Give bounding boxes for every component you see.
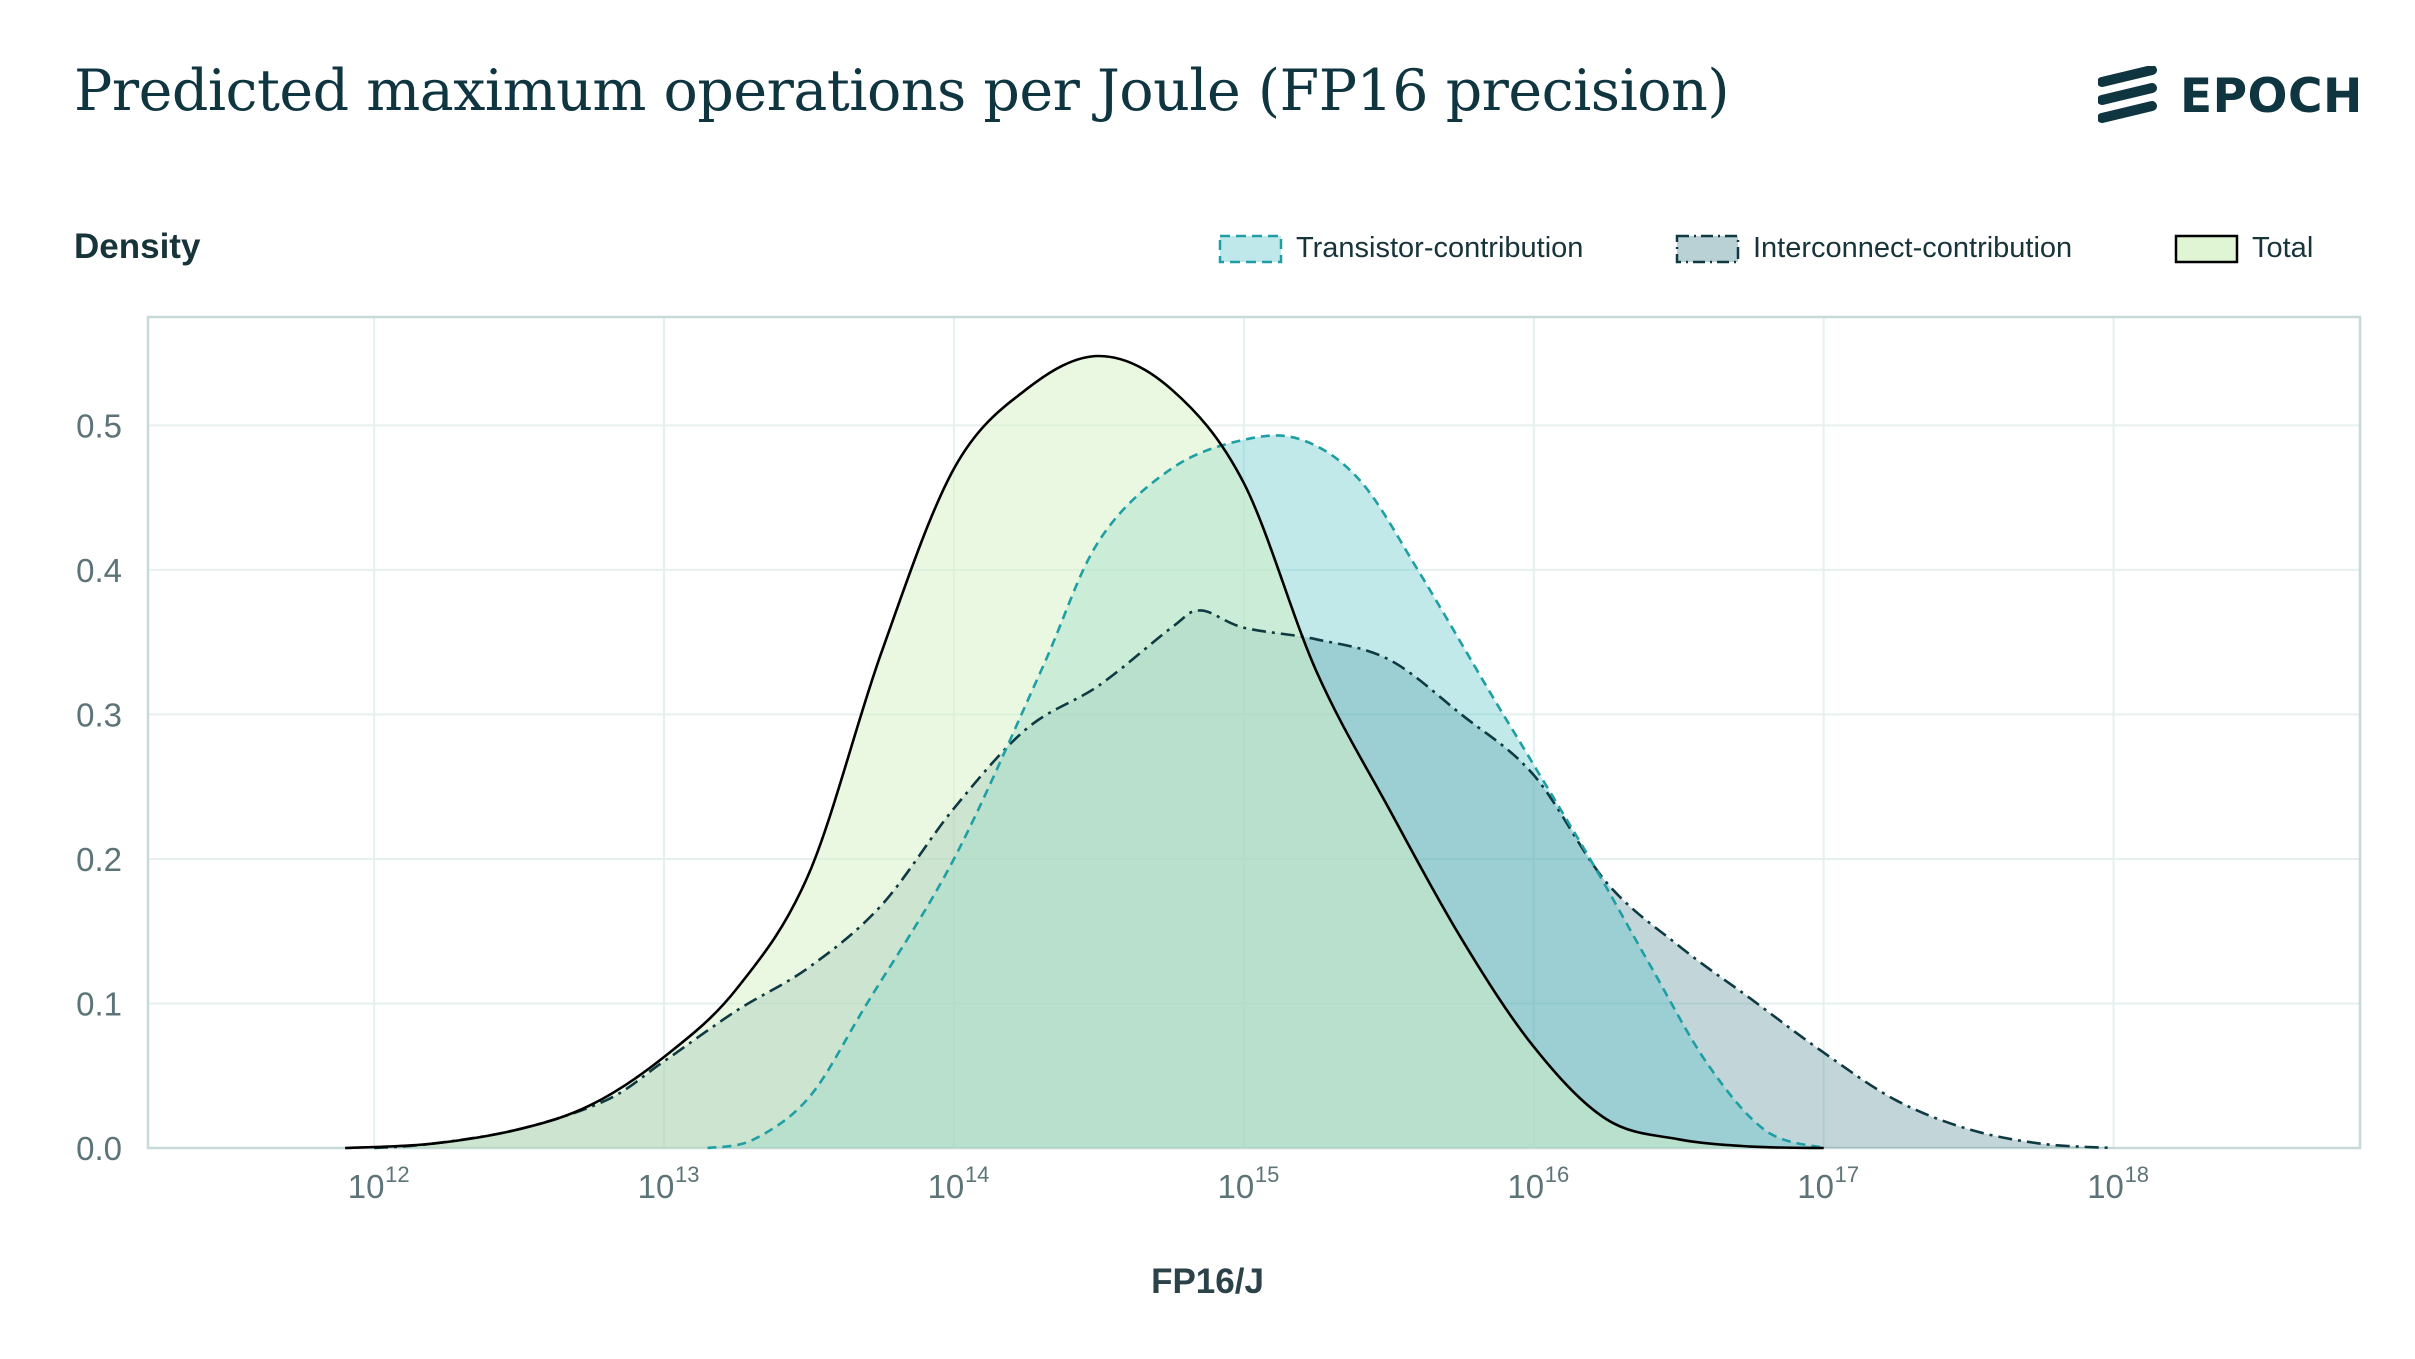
legend-label-total: Total <box>2252 232 2314 264</box>
series-line-interconnect <box>374 609 2114 1150</box>
x-tick-exponent-12: 12 <box>385 1162 409 1187</box>
legend-label-transistor: Transistor-contribution <box>1296 232 1584 264</box>
x-tick-exponent-18: 18 <box>2125 1162 2149 1187</box>
y-tick-label: 0.4 <box>76 552 122 589</box>
x-tick-exponent-15: 15 <box>1255 1162 1279 1187</box>
legend-item-transistor[interactable]: Transistor-contribution <box>1218 232 1583 265</box>
y-tick-label: 0.3 <box>76 696 122 733</box>
y-tick-label: 0.2 <box>76 841 122 878</box>
x-tick-label-16: 10 <box>1507 1168 1544 1205</box>
x-tick-exponent-17: 17 <box>1835 1162 1859 1187</box>
legend-item-interconnect[interactable]: Interconnect-contribution <box>1675 232 2072 265</box>
legend-item-total[interactable]: Total <box>2174 232 2313 265</box>
x-tick-base: 10 <box>928 1168 965 1205</box>
x-tick-label-12: 10 <box>348 1168 385 1205</box>
y-axis-label: Density <box>74 227 201 266</box>
x-tick-label-15: 10 <box>1217 1168 1254 1205</box>
x-axis-label: FP16/J <box>1151 1262 1264 1301</box>
epoch-logo[interactable]: EPOCH <box>2098 66 2363 126</box>
x-tick-label-17: 10 <box>1797 1168 1834 1205</box>
legend-swatch-interconnect <box>1675 234 1740 263</box>
x-tick-label-13: 10 <box>638 1168 675 1205</box>
legend-swatch-transistor <box>1218 234 1283 263</box>
y-tick-label: 0.0 <box>76 1130 122 1167</box>
y-tick-label: 0.1 <box>76 985 122 1022</box>
epoch-logo-icon <box>2098 66 2157 123</box>
legend-swatch-total <box>2174 234 2239 263</box>
y-tick-label: 0.5 <box>76 407 122 444</box>
x-tick-label-18: 10 <box>2087 1168 2124 1205</box>
epoch-logo-text: EPOCH <box>2180 68 2363 124</box>
x-tick-label-14: 10 <box>928 1168 965 1205</box>
x-tick-base: 10 <box>348 1168 385 1205</box>
page-title: Predicted maximum operations per Joule (… <box>74 58 1730 124</box>
series-line-transistor <box>707 434 1825 1150</box>
area-total <box>345 356 1824 1148</box>
x-tick-base: 10 <box>1507 1168 1544 1205</box>
x-tick-exponent-14: 14 <box>965 1162 989 1187</box>
x-tick-base: 10 <box>2087 1168 2124 1205</box>
x-tick-exponent-16: 16 <box>1545 1162 1569 1187</box>
legend-label-interconnect: Interconnect-contribution <box>1753 232 2073 264</box>
x-tick-exponent-13: 13 <box>675 1162 699 1187</box>
x-tick-base: 10 <box>638 1168 675 1205</box>
x-tick-base: 10 <box>1797 1168 1834 1205</box>
series-line-total <box>345 354 1824 1150</box>
x-tick-base: 10 <box>1217 1168 1254 1205</box>
